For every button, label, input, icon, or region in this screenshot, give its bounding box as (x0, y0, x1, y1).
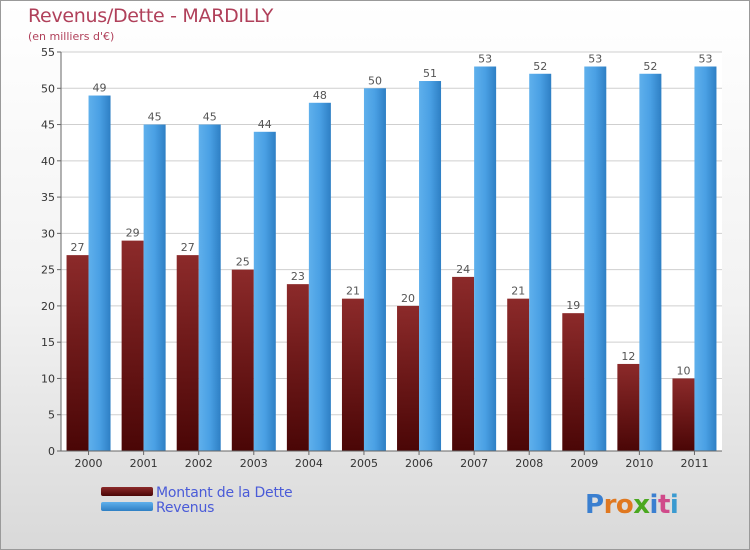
data-label-debt: 20 (401, 292, 415, 305)
x-tick-label: 2005 (350, 457, 378, 470)
chart-title: Revenus/Dette - MARDILLY (28, 5, 274, 27)
bar-revenus (529, 73, 552, 451)
bar-debt (452, 276, 475, 451)
x-tick-label: 2010 (625, 457, 653, 470)
x-tick-label: 2008 (515, 457, 543, 470)
y-tick-label: 50 (41, 82, 55, 95)
legend-label-debt: Montant de la Dette (156, 485, 293, 501)
chart-subtitle: (en milliers d'€) (28, 30, 115, 43)
bar-revenus (308, 102, 331, 452)
logo-letter: o (615, 490, 634, 520)
data-label-revenus: 48 (313, 89, 327, 102)
data-label-debt: 10 (676, 364, 690, 377)
y-tick-label: 15 (41, 336, 55, 349)
y-tick-label: 40 (41, 155, 55, 168)
y-tick-label: 30 (41, 227, 55, 240)
x-tick-label: 2007 (460, 457, 488, 470)
x-tick-label: 2009 (570, 457, 598, 470)
data-label-debt: 19 (566, 299, 580, 312)
x-tick-label: 2003 (240, 457, 268, 470)
bar-debt (562, 313, 585, 451)
data-label-revenus: 51 (423, 67, 437, 80)
x-tick-label: 2004 (295, 457, 323, 470)
proxiti-logo: Proxiti (585, 490, 679, 520)
legend-swatch-revenus (101, 502, 153, 511)
axes-layer: 0 5 10 15 20 25 30 35 40 45 50 55 2000 2001 2002 2003 20… (41, 46, 722, 470)
data-label-debt: 12 (621, 350, 635, 363)
bar-revenus (694, 66, 717, 451)
bar-debt (176, 255, 199, 451)
legend-swatch-debt (101, 487, 153, 496)
bar-debt (286, 284, 309, 451)
x-tick-label: 2000 (75, 457, 103, 470)
plot-area (61, 52, 722, 451)
data-label-debt: 23 (291, 270, 305, 283)
bar-debt (672, 378, 695, 451)
y-tick-label: 35 (41, 191, 55, 204)
bar-debt (121, 240, 144, 451)
data-label-revenus: 52 (643, 60, 657, 73)
logo-letter: r (603, 490, 617, 520)
logo-letter: P (585, 490, 604, 520)
y-tick-label: 20 (41, 300, 55, 313)
data-label-debt: 27 (71, 241, 85, 254)
data-label-debt: 21 (346, 285, 360, 298)
bar-revenus (198, 124, 221, 451)
data-label-revenus: 44 (258, 118, 272, 131)
bar-revenus (419, 81, 442, 451)
bar-revenus (88, 95, 111, 451)
data-label-revenus: 49 (93, 82, 107, 95)
y-tick-label: 0 (48, 445, 55, 458)
x-tick-label: 2011 (680, 457, 708, 470)
data-label-revenus: 53 (478, 53, 492, 66)
data-label-debt: 24 (456, 263, 470, 276)
bar-debt (617, 363, 640, 451)
bar-revenus (639, 73, 662, 451)
data-label-revenus: 45 (148, 111, 162, 124)
bar-revenus (363, 88, 386, 451)
bars-layer: 27 49 29 45 27 45 25 44 23 48 21 50 20 51 24 53 21 52 19 53… (66, 53, 717, 452)
logo-letter: i (649, 490, 659, 520)
bar-revenus (474, 66, 497, 451)
y-tick-label: 5 (48, 409, 55, 422)
bar-debt (341, 298, 364, 451)
data-label-revenus: 52 (533, 60, 547, 73)
bar-debt (231, 269, 254, 451)
x-tick-label: 2001 (130, 457, 158, 470)
bar-revenus (253, 131, 276, 452)
y-tick-label: 25 (41, 264, 55, 277)
bar-debt (66, 255, 89, 451)
data-label-debt: 21 (511, 285, 525, 298)
bar-revenus (143, 124, 166, 451)
data-label-revenus: 53 (588, 53, 602, 66)
data-label-revenus: 53 (698, 53, 712, 66)
y-tick-label: 10 (41, 372, 55, 385)
data-label-revenus: 45 (203, 111, 217, 124)
logo-letter: x (633, 490, 650, 520)
grid-layer (61, 51, 722, 451)
bar-debt (397, 305, 420, 451)
bar-debt (507, 298, 530, 451)
y-tick-label: 55 (41, 46, 55, 59)
data-label-debt: 29 (126, 227, 140, 240)
x-tick-label: 2002 (185, 457, 213, 470)
x-tick-label: 2006 (405, 457, 433, 470)
data-label-debt: 25 (236, 256, 250, 269)
logo-letter: i (669, 490, 679, 520)
legend-label-revenus: Revenus (156, 500, 215, 516)
data-label-debt: 27 (181, 241, 195, 254)
data-label-revenus: 50 (368, 74, 382, 87)
logo-letter: t (657, 490, 670, 520)
y-tick-label: 45 (41, 119, 55, 132)
bar-revenus (584, 66, 607, 451)
